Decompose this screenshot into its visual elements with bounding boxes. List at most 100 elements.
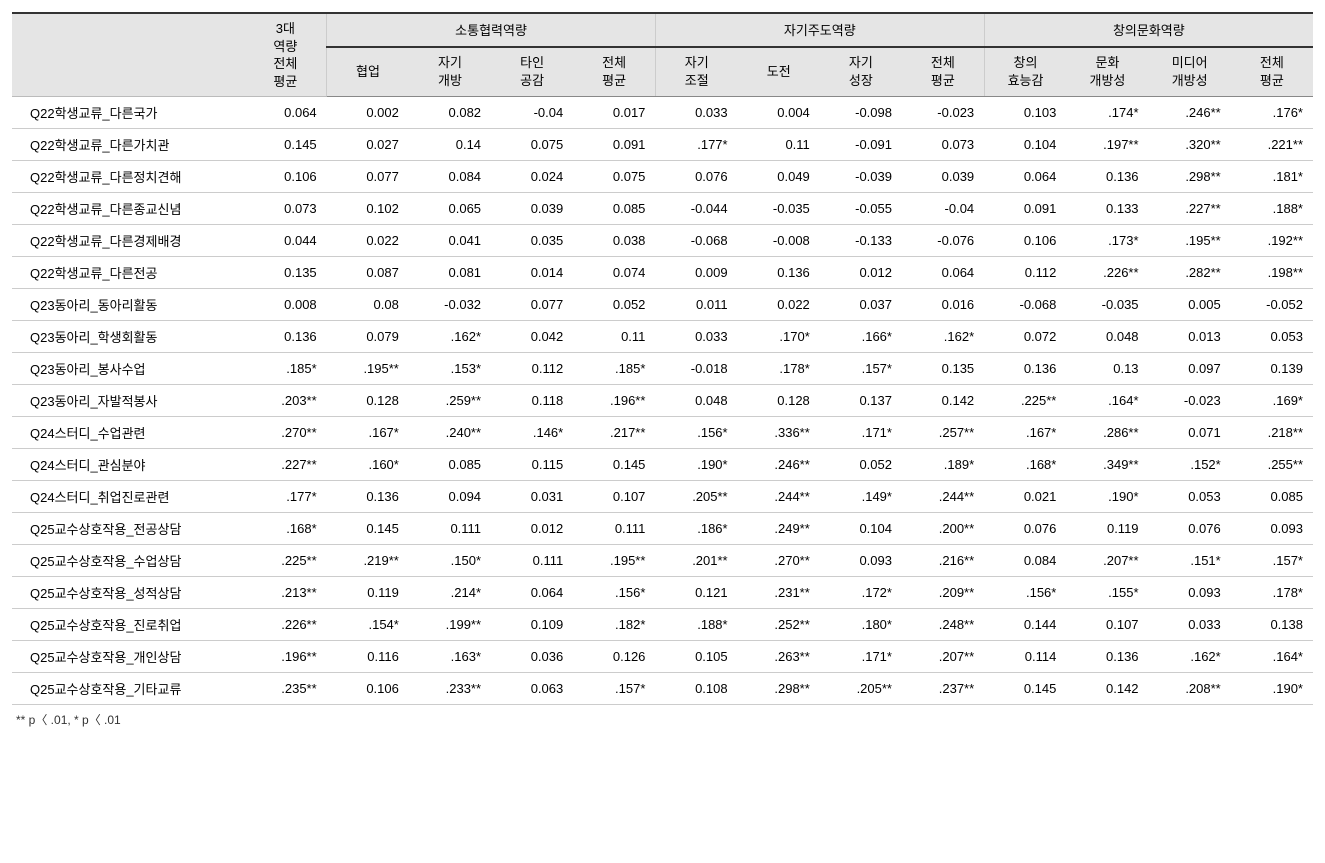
cell-value: -0.008: [738, 225, 820, 257]
cell-value: 0.119: [327, 577, 409, 609]
cell-value: 0.11: [573, 321, 655, 353]
cell-value: 0.142: [902, 385, 984, 417]
cell-value: 0.135: [902, 353, 984, 385]
cell-value: .263**: [738, 641, 820, 673]
row-label: Q23동아리_자발적봉사: [12, 385, 244, 417]
cell-value: 0.008: [244, 289, 326, 321]
row-label: Q25교수상호작용_수업상담: [12, 545, 244, 577]
table-row: Q25교수상호작용_성적상담.213**0.119.214*0.064.156*…: [12, 577, 1313, 609]
cell-value: 0.005: [1149, 289, 1231, 321]
cell-value: 0.107: [1066, 609, 1148, 641]
cell-value: -0.035: [738, 193, 820, 225]
cell-value: .336**: [738, 417, 820, 449]
cell-value: 0.091: [984, 193, 1066, 225]
cell-value: .286**: [1066, 417, 1148, 449]
cell-value: .203**: [244, 385, 326, 417]
cell-value: .218**: [1231, 417, 1313, 449]
cell-value: 0.136: [244, 321, 326, 353]
cell-value: 0.136: [984, 353, 1066, 385]
cell-value: .177*: [244, 481, 326, 513]
cell-value: 0.109: [491, 609, 573, 641]
cell-value: 0.064: [902, 257, 984, 289]
row-label: Q25교수상호작용_전공상담: [12, 513, 244, 545]
cell-value: 0.065: [409, 193, 491, 225]
cell-value: 0.012: [491, 513, 573, 545]
cell-value: 0.115: [491, 449, 573, 481]
table-row: Q22학생교류_다른정치견해0.1060.0770.0840.0240.0750…: [12, 161, 1313, 193]
cell-value: .320**: [1149, 129, 1231, 161]
cell-value: .219**: [327, 545, 409, 577]
cell-value: 0.073: [244, 193, 326, 225]
cell-value: -0.04: [491, 97, 573, 129]
cell-value: 0.108: [655, 673, 737, 705]
cell-value: 0.048: [1066, 321, 1148, 353]
cell-value: .349**: [1066, 449, 1148, 481]
cell-value: .169*: [1231, 385, 1313, 417]
correlation-table: 3대 역량 전체 평균 소통협력역량 자기주도역량 창의문화역량 협업자기 개방…: [12, 12, 1313, 705]
cell-value: 0.033: [1149, 609, 1231, 641]
cell-value: 0.107: [573, 481, 655, 513]
cell-value: .164*: [1066, 385, 1148, 417]
header-sub: 도전: [738, 47, 820, 97]
cell-value: 0.081: [409, 257, 491, 289]
cell-value: -0.133: [820, 225, 902, 257]
cell-value: -0.032: [409, 289, 491, 321]
cell-value: 0.097: [1149, 353, 1231, 385]
cell-value: .198**: [1231, 257, 1313, 289]
header-sub: 자기 개방: [409, 47, 491, 97]
cell-value: 0.072: [984, 321, 1066, 353]
cell-value: .246**: [1149, 97, 1231, 129]
cell-value: 0.142: [1066, 673, 1148, 705]
cell-value: 0.104: [984, 129, 1066, 161]
cell-value: .237**: [902, 673, 984, 705]
cell-value: .168*: [244, 513, 326, 545]
cell-value: 0.004: [738, 97, 820, 129]
cell-value: .173*: [1066, 225, 1148, 257]
row-label: Q25교수상호작용_진로취업: [12, 609, 244, 641]
table-row: Q25교수상호작용_개인상담.196**0.116.163*0.0360.126…: [12, 641, 1313, 673]
cell-value: 0.022: [327, 225, 409, 257]
cell-value: .162*: [902, 321, 984, 353]
cell-value: .213**: [244, 577, 326, 609]
cell-value: .152*: [1149, 449, 1231, 481]
cell-value: .157*: [1231, 545, 1313, 577]
cell-value: .149*: [820, 481, 902, 513]
table-row: Q24스터디_수업관련.270**.167*.240**.146*.217**.…: [12, 417, 1313, 449]
cell-value: .185*: [244, 353, 326, 385]
cell-value: .180*: [820, 609, 902, 641]
header-group-1: 자기주도역량: [655, 13, 984, 47]
cell-value: .196**: [244, 641, 326, 673]
cell-value: -0.055: [820, 193, 902, 225]
cell-value: 0.139: [1231, 353, 1313, 385]
table-row: Q23동아리_동아리활동0.0080.08-0.0320.0770.0520.0…: [12, 289, 1313, 321]
cell-value: .246**: [738, 449, 820, 481]
cell-value: .270**: [244, 417, 326, 449]
header-sub: 창의 효능감: [984, 47, 1066, 97]
cell-value: 0.064: [984, 161, 1066, 193]
cell-value: .257**: [902, 417, 984, 449]
cell-value: 0.013: [1149, 321, 1231, 353]
cell-value: .156*: [984, 577, 1066, 609]
cell-value: 0.144: [984, 609, 1066, 641]
cell-value: 0.13: [1066, 353, 1148, 385]
table-header: 3대 역량 전체 평균 소통협력역량 자기주도역량 창의문화역량 협업자기 개방…: [12, 13, 1313, 97]
cell-value: .192**: [1231, 225, 1313, 257]
cell-value: 0.093: [1231, 513, 1313, 545]
cell-value: .233**: [409, 673, 491, 705]
table-row: Q22학생교류_다른국가0.0640.0020.082-0.040.0170.0…: [12, 97, 1313, 129]
table-row: Q25교수상호작용_기타교류.235**0.106.233**0.063.157…: [12, 673, 1313, 705]
row-label: Q23동아리_학생회활동: [12, 321, 244, 353]
row-label: Q24스터디_수업관련: [12, 417, 244, 449]
cell-value: 0.064: [244, 97, 326, 129]
cell-value: -0.076: [902, 225, 984, 257]
cell-value: 0.136: [1066, 161, 1148, 193]
cell-value: -0.068: [984, 289, 1066, 321]
cell-value: 0.012: [820, 257, 902, 289]
cell-value: -0.091: [820, 129, 902, 161]
cell-value: .244**: [738, 481, 820, 513]
cell-value: 0.053: [1231, 321, 1313, 353]
cell-value: 0.112: [984, 257, 1066, 289]
cell-value: .160*: [327, 449, 409, 481]
cell-value: .174*: [1066, 97, 1148, 129]
cell-value: .164*: [1231, 641, 1313, 673]
